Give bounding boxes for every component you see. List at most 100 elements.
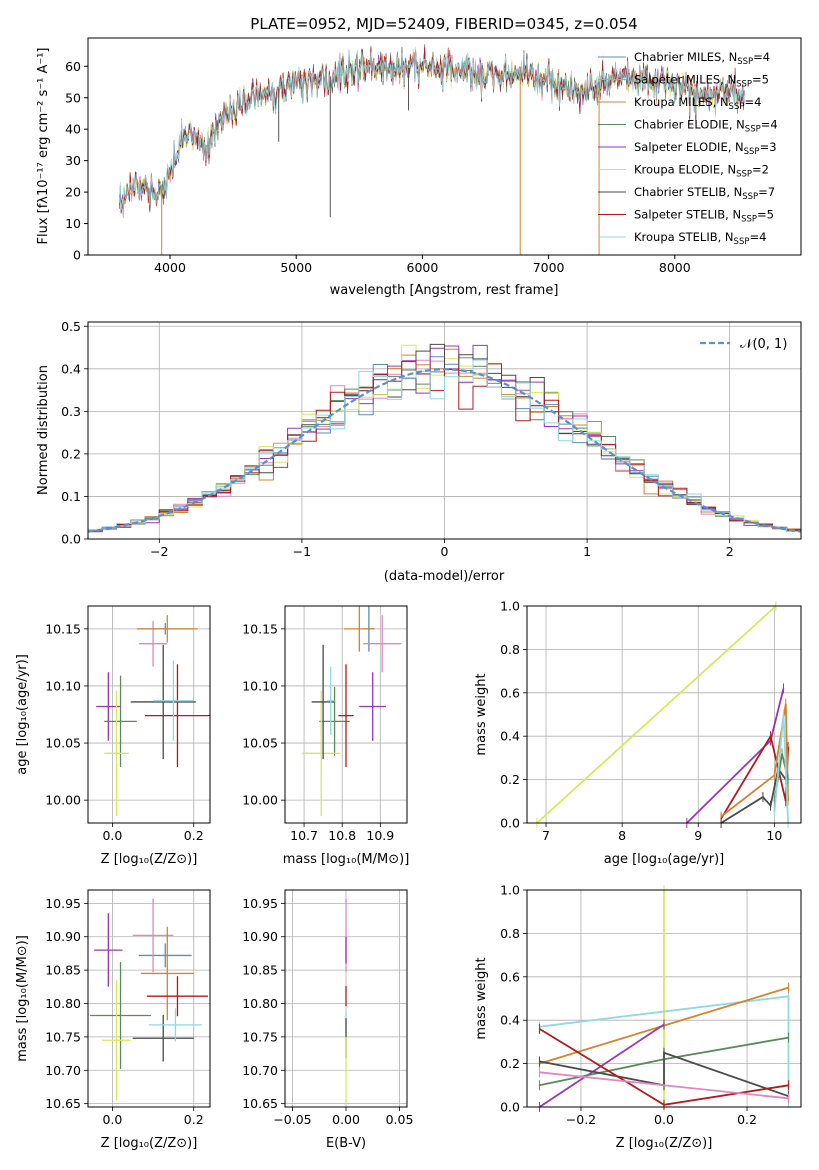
x-tick-label: 0.2 (737, 1112, 757, 1127)
normal-legend-label: 𝒩(0, 1) (740, 337, 787, 352)
spectrum-ylabel: Flux [fλ10⁻¹⁷ erg cm⁻² s⁻¹ A⁻¹] (36, 48, 51, 245)
legend-label: Salpeter STELIB, NSSP=5 (634, 208, 774, 225)
y-tick-label: 0.6 (500, 969, 520, 984)
legend-label: Kroupa ELODIE, NSSP=2 (634, 163, 769, 180)
panel-ylabel: mass weight (474, 957, 489, 1039)
x-tick-label: 10.7 (290, 828, 318, 843)
y-tick-label: 10.05 (45, 736, 81, 751)
weight-line (539, 1051, 789, 1098)
residual-ylabel: Normed distribution (36, 365, 51, 495)
x-tick-label: 0 (441, 544, 449, 559)
y-tick-label: 10.80 (242, 996, 278, 1011)
y-tick-label: 60 (65, 59, 81, 74)
y-tick-label: 10.85 (242, 963, 278, 978)
panel-ylabel: mass [log₁₀(M/M⊙)] (15, 935, 30, 1062)
panel-frame (284, 605, 408, 824)
y-tick-label: 10.15 (242, 621, 278, 636)
y-tick-label: 10.80 (45, 996, 81, 1011)
y-tick-label: 0.3 (61, 404, 81, 419)
panel-ylabel: age [log₁₀(age/yr)] (15, 654, 30, 775)
weight-line (539, 1071, 789, 1100)
legend-label: Salpeter ELODIE, NSSP=3 (634, 140, 777, 157)
spectrum-legend: Chabrier MILES, NSSP=4 Salpeter MILES, NS… (598, 50, 778, 247)
legend-label: Kroupa MILES, NSSP=4 (634, 95, 761, 112)
x-tick-label: 10.8 (328, 828, 356, 843)
y-tick-label: 10.75 (45, 1029, 81, 1044)
age-vs-mass-panel: 10.7 10.8 10.9 10.00 10.05 10.10 10.15 mass [lo… (242, 605, 410, 867)
y-tick-label: 0.8 (500, 926, 520, 941)
spectrum-title: PLATE=0952, MJD=52409, FIBERID=0345, z=0… (250, 15, 637, 33)
y-tick-label: 50 (65, 90, 81, 105)
x-tick-label: 7000 (533, 260, 565, 275)
y-tick-label: 0.2 (500, 1056, 520, 1071)
y-tick-label: 30 (65, 153, 81, 168)
spectrum-xlabel: wavelength [Angstrom, rest frame] (330, 283, 559, 298)
x-tick-label: 8000 (659, 260, 691, 275)
x-tick-label: 1 (583, 544, 591, 559)
panel-xlabel: Z [log₁₀(Z/Z⊙)] (101, 1136, 198, 1151)
y-tick-label: 10.10 (45, 678, 81, 693)
panel-ylabel: mass weight (474, 673, 489, 755)
y-tick-label: 0 (73, 248, 81, 263)
panel-frame (526, 889, 802, 1108)
spectrum-lines (119, 44, 745, 255)
y-tick-label: 10.90 (45, 929, 81, 944)
weight-line (720, 703, 789, 818)
y-tick-label: 40 (65, 122, 81, 137)
mass-vs-z-panel: 0.0 0.2 10.65 10.70 10.75 10.80 10.85 10.90 10.9… (15, 889, 211, 1151)
legend-label: Chabrier MILES, NSSP=4 (634, 50, 770, 67)
x-tick-label: 0.2 (184, 828, 204, 843)
y-tick-label: 10.95 (242, 896, 278, 911)
x-tick-label: 0.0 (102, 828, 122, 843)
spectrum-ticks: 4000 5000 6000 7000 8000 0 10 20 30 40 50 60 (65, 59, 691, 275)
y-tick-label: 10.65 (242, 1096, 278, 1111)
y-tick-label: 1.0 (500, 883, 520, 898)
y-tick-label: 10.90 (242, 929, 278, 944)
x-tick-label: 6000 (407, 260, 439, 275)
x-tick-label: 8 (618, 828, 626, 843)
x-tick-label: 10.9 (366, 828, 394, 843)
y-tick-label: 10.95 (45, 896, 81, 911)
weight-line (536, 605, 777, 824)
x-tick-label: 0.05 (386, 1112, 414, 1127)
x-tick-label: 2 (726, 544, 734, 559)
x-tick-label: 9 (694, 828, 702, 843)
y-tick-label: 10.00 (45, 793, 81, 808)
y-tick-label: 0.1 (61, 489, 81, 504)
normal-curve (87, 368, 802, 533)
x-tick-label: 0.00 (332, 1112, 360, 1127)
weight-vs-age-panel: 7 8 9 10 0.0 0.2 0.4 0.6 0.8 1.0 age [log₁₀(age/yr… (474, 599, 802, 867)
residual-legend: 𝒩(0, 1) (700, 337, 787, 352)
panel-xlabel: mass [log₁₀(M/M⊙)] (283, 852, 410, 867)
mass-vs-ebv-panel: −0.05 0.00 0.05 10.65 10.70 10.75 10.80 10.85 10… (242, 889, 414, 1151)
panel-xlabel: Z [log₁₀(Z/Z⊙)] (616, 1136, 713, 1151)
y-tick-label: 0.4 (500, 729, 520, 744)
y-tick-label: 10.10 (242, 678, 278, 693)
panel-frame (87, 605, 211, 824)
y-tick-label: 0.4 (61, 361, 81, 376)
histogram-kroupa-stelib (88, 359, 801, 532)
panel-xlabel: age [log₁₀(age/yr)] (604, 852, 725, 867)
y-tick-label: 0.5 (61, 319, 81, 334)
panel-xlabel: E(B-V) (326, 1136, 366, 1151)
legend-label: Salpeter MILES, NSSP=5 (634, 73, 769, 90)
y-tick-label: 10.65 (45, 1096, 81, 1111)
y-tick-label: 10.05 (242, 736, 278, 751)
panel-xlabel: Z [log₁₀(Z/Z⊙)] (101, 852, 198, 867)
x-tick-label: 7 (542, 828, 550, 843)
y-tick-label: 0.0 (500, 1100, 520, 1115)
x-tick-label: −1 (293, 544, 311, 559)
y-tick-label: 20 (65, 185, 81, 200)
panel-frame (87, 889, 211, 1108)
legend-label: Chabrier ELODIE, NSSP=4 (634, 118, 778, 135)
legend-label: Chabrier STELIB, NSSP=7 (634, 185, 775, 202)
y-tick-label: 10.70 (242, 1063, 278, 1078)
y-tick-label: 10 (65, 216, 81, 231)
residual-histograms (87, 343, 802, 533)
y-tick-label: 10.70 (45, 1063, 81, 1078)
panel-frame (526, 605, 802, 824)
y-tick-label: 10.15 (45, 621, 81, 636)
spectrum-frame (87, 37, 802, 256)
age-vs-z-panel: 0.0 0.2 10.00 10.05 10.10 10.15 Z [log₁₀(Z/Z⊙)… (15, 605, 211, 867)
y-tick-label: 0.6 (500, 685, 520, 700)
